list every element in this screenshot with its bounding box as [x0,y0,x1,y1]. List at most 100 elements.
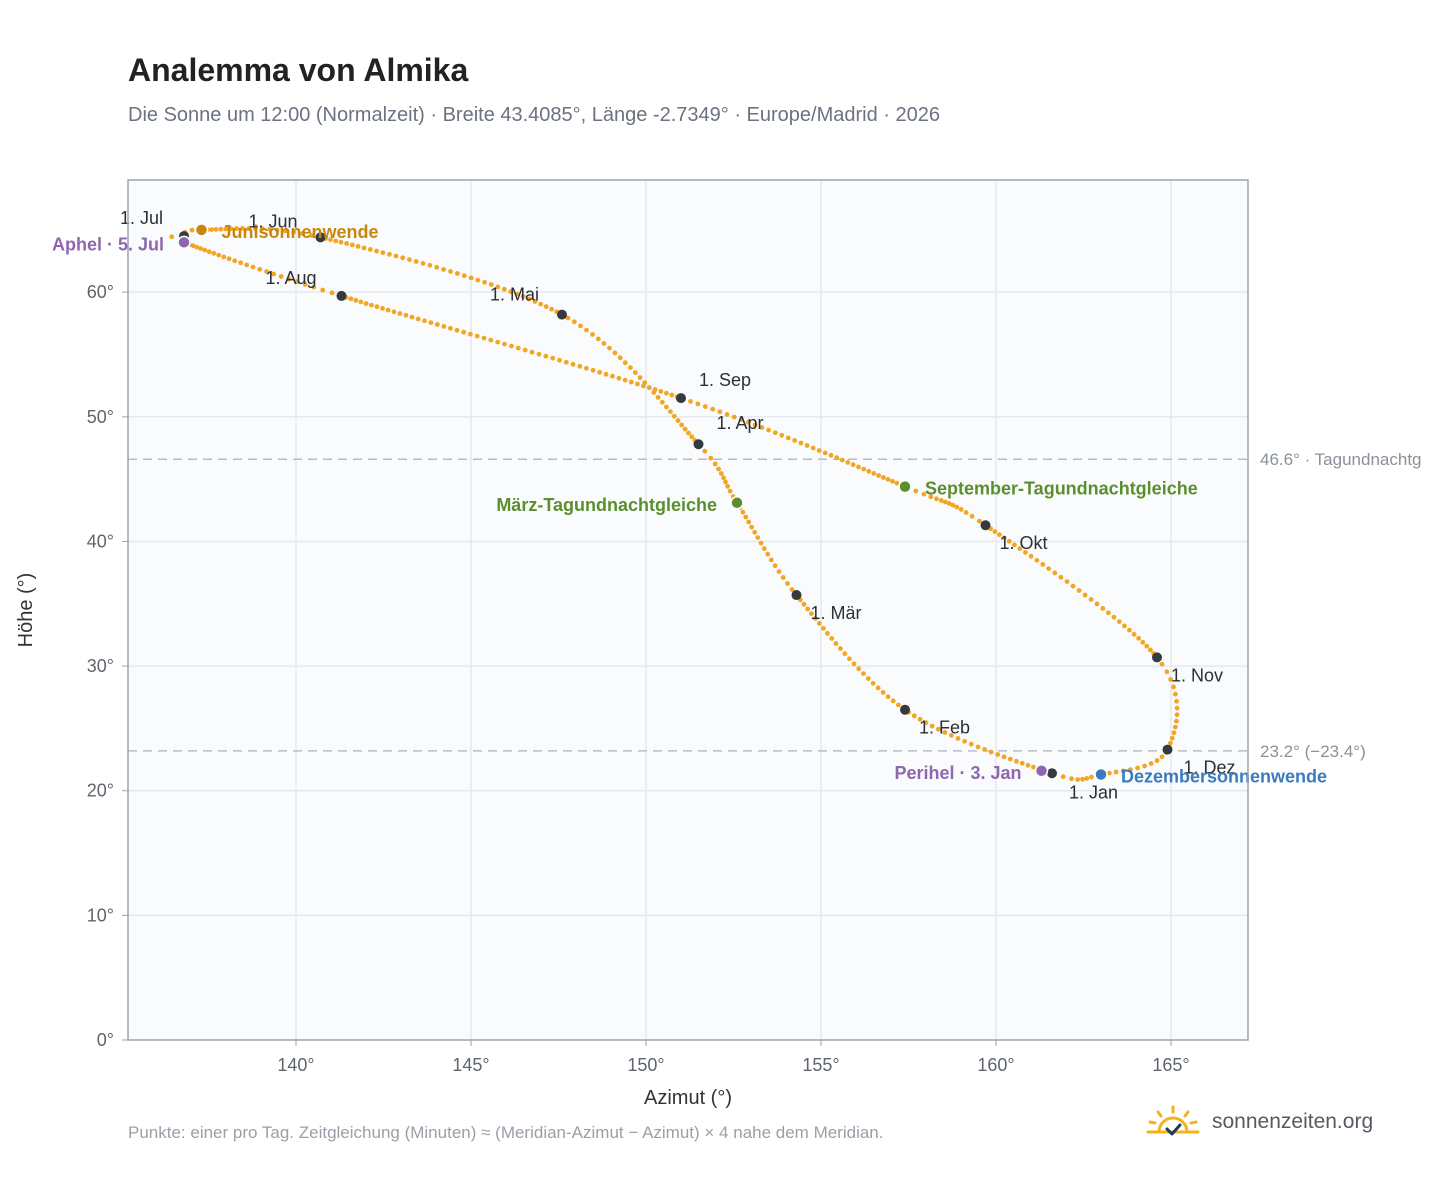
day-dot [427,262,433,268]
day-dot [880,690,886,695]
x-tick-label: 150° [627,1055,664,1075]
sun-check-icon [1146,1105,1200,1136]
day-dot [286,276,292,282]
day-dot [595,336,601,342]
x-tick-label: 155° [802,1055,839,1075]
day-dot [1174,705,1180,711]
day-dot [391,309,397,315]
day-dot [628,365,633,370]
day-dot [409,314,415,320]
day-dot [422,318,427,324]
y-tick-label: 30° [87,656,114,676]
day-dot [240,226,245,231]
day-dot [1120,768,1126,774]
day-dot [1025,762,1031,768]
day-dot [603,371,609,377]
day-dot [520,294,526,299]
day-dot [664,404,669,410]
day-dot [982,747,987,752]
day-dot [441,324,447,329]
day-dot [1040,562,1046,567]
brand[interactable]: sonnenzeiten.org [1146,1102,1396,1142]
day-dot [584,365,589,371]
day-dot [1046,566,1052,571]
day-dot [223,226,229,232]
day-dot [809,611,814,616]
day-dot [190,243,196,249]
day-dot [282,228,288,234]
day-dot [475,277,481,283]
day-dot [278,274,284,279]
day-dot [686,430,691,436]
grid-lines [128,180,1248,1040]
day-dot [1064,579,1070,584]
day-dot [320,287,326,293]
day-dot [622,377,628,383]
event-marker [730,496,744,510]
day-dot [502,341,507,347]
day-dot [695,401,701,407]
day-dot [702,404,708,409]
day-dot [1116,619,1122,624]
day-dot [393,253,399,259]
day-dot [1140,639,1146,645]
reference-lines: 46.6° · Tagundnachtg 23.2° (−23.4°) [128,450,1422,761]
day-dot [1128,767,1133,772]
day-dot [1084,776,1090,781]
day-dot [721,475,726,481]
day-dot [216,252,222,258]
day-dot [213,227,219,232]
analemma-path [169,226,1180,782]
day-dot [913,488,919,494]
day-dot [328,237,333,243]
day-dot [1131,631,1137,637]
day-dot [495,284,501,290]
day-dot [590,332,595,337]
day-dot [1144,643,1150,649]
day-dot [1070,583,1076,589]
day-dot [253,226,258,231]
day-dot [571,319,577,325]
event-label: Perihel · 3. Jan [894,763,1021,783]
day-dot [828,452,834,458]
day-dot [228,226,234,232]
day-dot [839,457,845,463]
day-dot [1173,691,1178,697]
day-dot [1107,770,1112,776]
day-dot [194,244,200,250]
day-dot [549,306,554,312]
day-dot [400,255,406,261]
day-dot [565,315,571,321]
month-label: 1. Mai [490,285,539,305]
day-dot [374,248,379,254]
day-dot [590,367,596,373]
day-dot [448,325,453,331]
day-dot [538,301,544,307]
day-dot [716,466,721,472]
day-dot [1094,601,1100,607]
day-dot [968,741,974,747]
day-dot [718,471,724,476]
day-dot [1111,614,1117,620]
day-dot [481,335,487,341]
y-tick-label: 60° [87,282,114,302]
day-dot [950,502,956,508]
day-dot [659,399,665,405]
day-dot [851,661,857,667]
day-dot [875,685,881,691]
brand-name: sonnenzeiten.org [1212,1110,1374,1133]
day-dot [333,238,339,244]
month-label: 1. Okt [1000,533,1048,553]
day-dot [641,383,646,389]
month-label: 1. Aug [266,268,317,288]
day-dot [865,676,871,681]
day-dot [169,234,175,240]
day-dot [671,413,677,419]
day-dot [508,289,514,295]
event-label: Aphel · 5. Jul [52,234,164,254]
day-dot [397,311,403,316]
day-dot [833,641,839,646]
day-dot [202,247,208,253]
day-dot [361,245,367,251]
day-dot [1154,758,1160,763]
